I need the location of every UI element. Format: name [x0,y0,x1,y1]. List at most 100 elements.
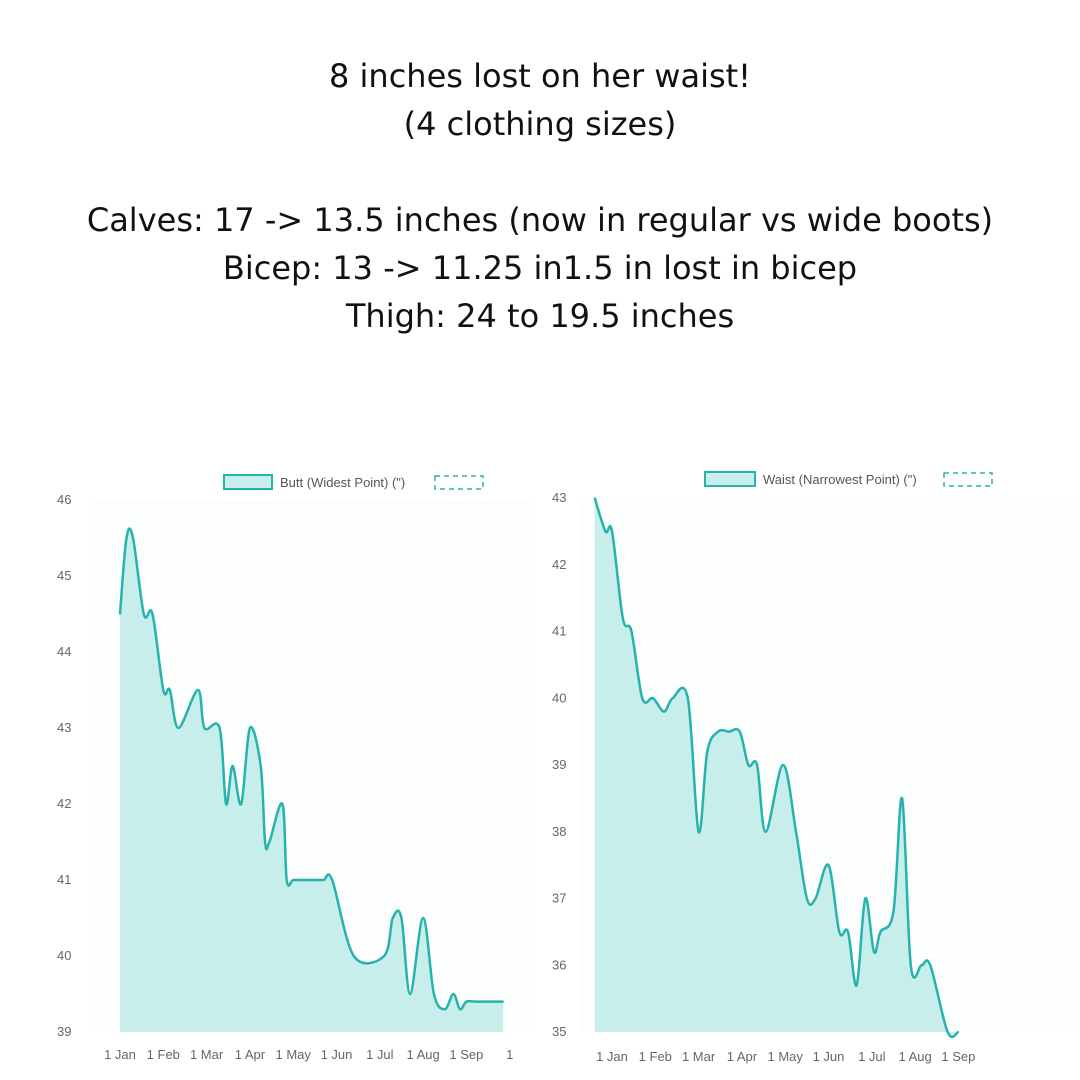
butt-data-point [400,917,403,919]
waist-data-point [910,964,912,967]
butt-data-point [502,1000,505,1003]
butt-data-point [249,727,251,729]
butt-data-point [422,917,424,919]
butt-data-point [459,1008,461,1010]
headline-thigh: Thigh: 24 to 19.5 inches [345,297,735,335]
waist-area-fill [594,498,959,1037]
waist-data-point [782,764,784,766]
waist-y-tick-label: 36 [552,957,566,972]
waist-x-tick-label: 1 Sep [941,1049,975,1064]
butt-data-point [322,879,325,881]
waist-y-tick-label: 43 [552,490,566,505]
waist-data-point [892,911,895,913]
waist-y-tick-label: 41 [552,624,566,639]
waist-data-point [747,764,750,766]
waist-legend-label: Waist (Narrowest Point) (") [763,472,917,487]
butt-x-tick-label: 1 Mar [190,1047,224,1062]
butt-data-point [162,689,165,691]
waist-legend-swatch [704,471,756,487]
butt-data-point [203,727,206,729]
butt-data-point [177,727,180,729]
butt-x-tick-label: 1 May [275,1047,311,1062]
waist-data-point [611,530,613,533]
butt-chart: 39 40 41 42 43 44 45 46 1 Jan 1 Feb 1 Mar 1 Apr 1 Ma… [40,450,530,1080]
butt-data-point [433,993,435,995]
butt-data-point [264,841,266,843]
waist-y-tick-label: 35 [552,1024,566,1039]
butt-y-tick-label: 41 [57,872,71,887]
waist-data-point [855,984,858,987]
waist-data-point [814,897,817,900]
butt-data-point [143,613,145,615]
waist-data-point [663,710,665,713]
butt-x-tick-label: 1 Aug [406,1047,439,1062]
butt-data-point [482,1000,485,1003]
butt-data-point [353,955,355,957]
waist-data-point [717,730,719,733]
waist-data-point [957,1031,960,1033]
butt-data-point [301,879,303,881]
waist-x-tick-label: 1 Mar [682,1049,716,1064]
waist-data-point [671,697,674,700]
butt-data-point [259,765,262,767]
butt-x-tick-label: 1 Feb [147,1047,180,1062]
butt-data-point [225,803,227,805]
waist-data-point [593,497,596,499]
waist-data-point [706,750,709,753]
butt-data-point [240,803,242,805]
butt-data-point [132,537,134,539]
waist-data-point [806,897,808,900]
waist-data-point [795,831,797,833]
waist-data-point [879,931,882,933]
butt-x-tick-label: 1 Sep [449,1047,483,1062]
butt-data-point [409,993,411,995]
butt-data-point [285,879,288,881]
butt-data-point [311,879,314,881]
waist-y-tick-label: 37 [552,891,566,906]
waist-data-point [929,964,932,967]
butt-x-tick-label: 1 Jan [104,1047,136,1062]
butt-y-tick-label: 39 [57,1024,71,1039]
butt-y-tick-label: 44 [57,644,71,659]
waist-data-point [901,797,903,800]
butt-data-point [218,727,221,729]
butt-data-point [292,879,294,881]
butt-legend-hidden-swatch [434,475,484,490]
headline-clothing-sizes: (4 clothing sizes) [403,105,677,143]
butt-data-point [197,689,199,691]
waist-data-point [873,951,875,953]
waist-x-tick-label: 1 Apr [727,1049,758,1064]
waist-chart: 35 36 37 38 39 40 41 42 43 1 Jan 1 Feb 1 Mar 1 Apr 1 … [540,450,1080,1080]
butt-data-point [268,841,271,843]
butt-data-point [331,879,334,881]
waist-x-tick-label: 1 May [767,1049,803,1064]
butt-data-point [169,689,171,691]
waist-chart-svg: 35 36 37 38 39 40 41 42 43 1 Jan 1 Feb 1 Mar 1 Apr 1 … [552,471,1080,1064]
butt-data-point [465,1000,468,1003]
butt-chart-svg: 39 40 41 42 43 44 45 46 1 Jan 1 Feb 1 Mar 1 Apr 1 Ma… [57,474,530,1062]
waist-data-point [764,831,767,833]
waist-data-point [864,897,867,900]
butt-area-fill [120,528,504,1032]
butt-data-point [119,613,121,615]
waist-data-point [641,697,644,700]
waist-data-point [946,1031,949,1033]
butt-data-point [125,537,128,539]
waist-y-tick-label: 38 [552,824,566,839]
butt-legend-swatch [223,474,273,490]
butt-data-point [281,803,284,805]
waist-data-point [920,964,923,967]
waist-data-point [604,530,607,533]
waist-x-tick-label: 1 Jun [813,1049,845,1064]
waist-legend-hidden-swatch [943,472,993,487]
waist-data-point [697,831,700,833]
butt-data-point [444,1008,446,1010]
butt-data-point [383,955,385,957]
butt-data-point [474,1000,476,1003]
waist-x-tick-label: 1 Aug [898,1049,931,1064]
butt-data-point [392,917,394,919]
waist-data-point [756,764,758,766]
butt-data-point [151,613,154,615]
butt-y-tick-label: 46 [57,492,71,507]
waist-data-point [738,730,741,733]
